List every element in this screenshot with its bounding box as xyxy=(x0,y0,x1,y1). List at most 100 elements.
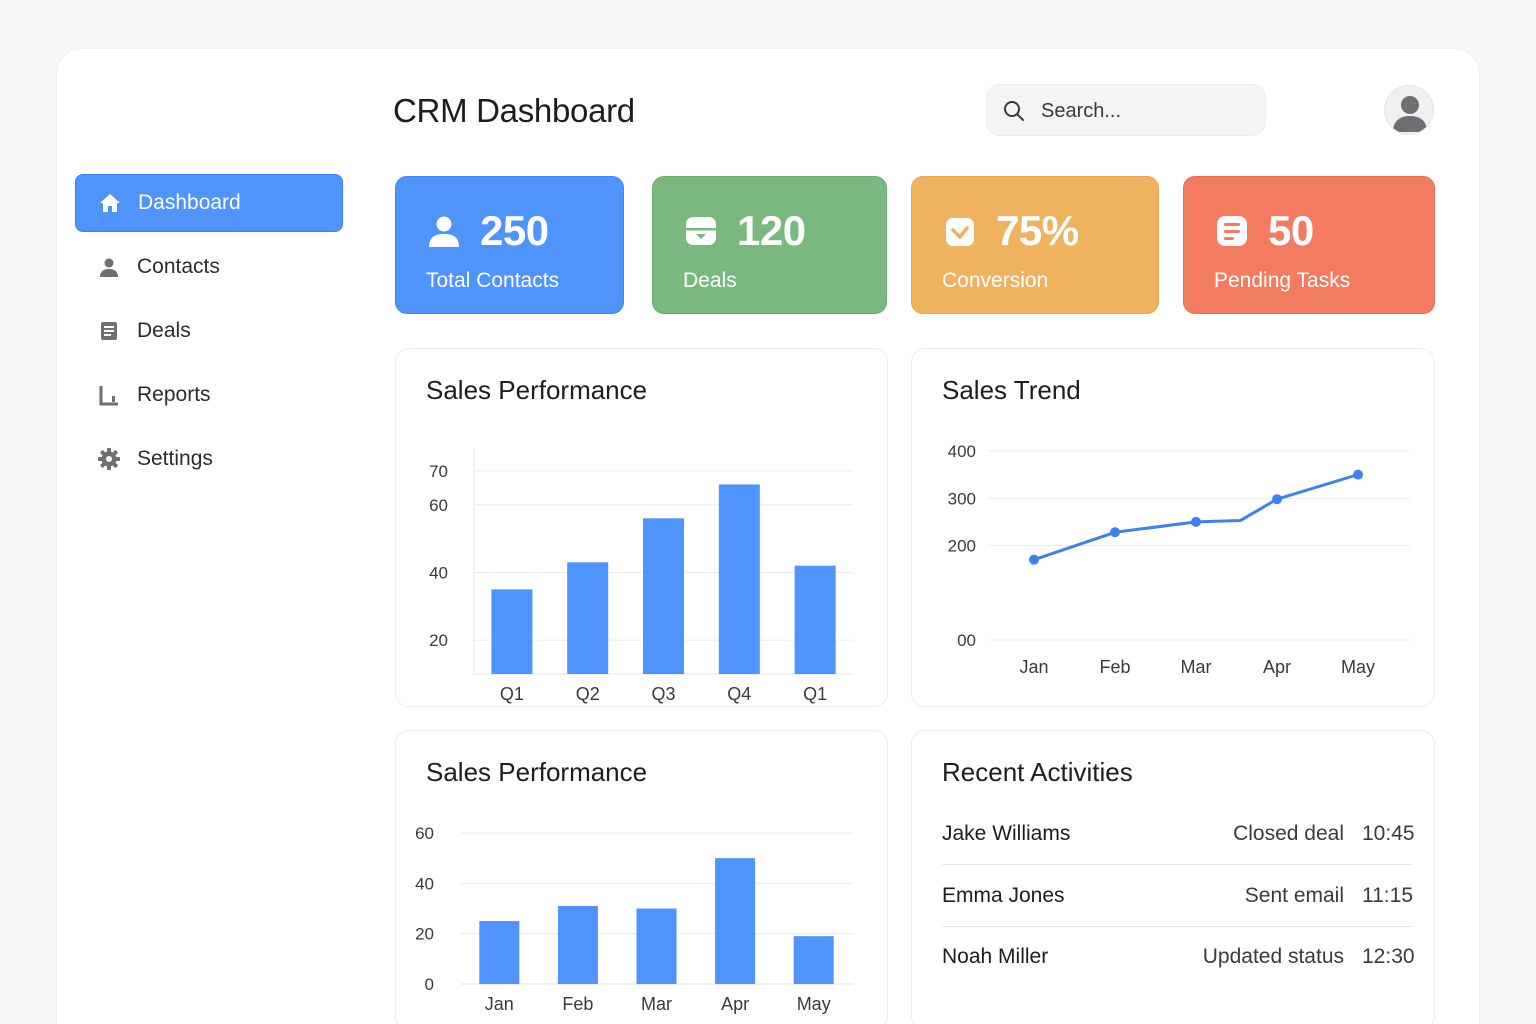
data-point xyxy=(1353,469,1363,480)
x-tick-label: Q4 xyxy=(727,684,751,704)
data-point xyxy=(1191,516,1201,527)
bar xyxy=(793,936,834,984)
panel-title: Sales Trend xyxy=(942,375,1081,405)
activity-time: 12:30 xyxy=(1362,945,1415,968)
y-tick-label: 00 xyxy=(957,631,976,650)
sidebar-item-dashboard[interactable]: Dashboard xyxy=(75,174,343,232)
sidebar-item-label: Contacts xyxy=(137,255,220,278)
stat-label: Deals xyxy=(683,269,737,292)
activity-row[interactable]: Jake Williams Closed deal 10:45 xyxy=(942,803,1415,865)
y-tick-label: 40 xyxy=(429,563,448,582)
stat-card-total-contacts[interactable]: 250 Total Contacts xyxy=(395,176,624,314)
x-tick-label: Feb xyxy=(1099,657,1130,677)
person-icon xyxy=(97,255,121,279)
y-tick-label: 20 xyxy=(415,925,434,944)
stat-value: 50 xyxy=(1268,207,1314,254)
stat-card-deals[interactable]: 120 Deals xyxy=(652,176,887,314)
page-title: CRM Dashboard xyxy=(393,92,635,129)
activity-name: Emma Jones xyxy=(942,884,1065,907)
bar xyxy=(794,565,836,674)
x-tick-label: May xyxy=(797,994,831,1014)
x-tick-label: Mar xyxy=(641,994,672,1014)
x-tick-label: Q3 xyxy=(651,684,675,704)
activity-time: 11:15 xyxy=(1362,884,1413,907)
home-icon xyxy=(98,191,122,215)
activity-row[interactable]: Noah Miller Updated status 12:30 xyxy=(942,926,1415,988)
sales-trend-chart: 00 200 300 400 Jan Feb Mar Apr May xyxy=(948,442,1410,677)
stat-value: 75% xyxy=(996,207,1079,254)
recent-activities-panel: Recent Activities Jake Williams Closed d… xyxy=(911,730,1435,1024)
activity-name: Noah Miller xyxy=(942,945,1049,968)
sidebar-item-deals[interactable]: Deals xyxy=(75,302,343,360)
x-tick-label: Jan xyxy=(485,994,514,1014)
sales-performance-quarterly-chart: 20 40 60 70 Q1 Q2 Q3 Q4 Q1 xyxy=(429,448,853,704)
y-tick-label: 300 xyxy=(948,489,976,508)
y-tick-label: 20 xyxy=(429,631,448,650)
sidebar-item-contacts[interactable]: Contacts xyxy=(75,238,343,296)
sidebar-item-label: Dashboard xyxy=(138,191,241,214)
user-avatar-icon xyxy=(1393,96,1427,132)
divider xyxy=(942,926,1412,927)
series-line xyxy=(1033,473,1359,562)
sales-trend-panel: Sales Trend 00 200 300 400 Jan Feb Mar Apr May xyxy=(911,348,1435,707)
stat-value: 120 xyxy=(737,207,806,254)
y-tick-label: 60 xyxy=(415,824,434,843)
stat-card-conversion[interactable]: 75% Conversion xyxy=(911,176,1159,314)
search-input[interactable] xyxy=(1041,95,1251,127)
stat-card-pending-tasks[interactable]: 50 Pending Tasks xyxy=(1183,176,1435,314)
bar xyxy=(636,908,677,984)
x-tick-label: Apr xyxy=(721,994,749,1014)
y-tick-label: 70 xyxy=(429,462,448,481)
activity-action: Sent email xyxy=(1244,884,1344,907)
search-box[interactable] xyxy=(986,84,1266,136)
y-tick-label: 200 xyxy=(948,537,976,556)
divider xyxy=(942,864,1412,865)
stat-label: Conversion xyxy=(942,269,1049,292)
sidebar-item-label: Settings xyxy=(137,447,213,470)
activity-action: Updated status xyxy=(1202,945,1344,968)
panel-title: Sales Performance xyxy=(426,375,648,405)
panel-title: Sales Performance xyxy=(426,757,648,787)
bar xyxy=(718,484,760,674)
activity-action: Closed deal xyxy=(1233,822,1344,845)
sidebar: Dashboard Contacts Deals Reports xyxy=(75,174,343,494)
sales-performance-quarterly-panel: Sales Performance 20 40 60 70 Q1 Q2 Q3 Q4 Q1 xyxy=(395,348,888,707)
user-avatar[interactable] xyxy=(1384,85,1434,135)
y-tick-label: 60 xyxy=(429,496,448,515)
sidebar-item-reports[interactable]: Reports xyxy=(75,366,343,424)
checkbox-icon xyxy=(946,218,974,246)
x-tick-label: Q1 xyxy=(500,684,524,704)
bar xyxy=(715,858,756,984)
activity-time: 10:45 xyxy=(1362,822,1415,845)
x-tick-label: Feb xyxy=(562,994,593,1014)
data-point xyxy=(1272,494,1282,505)
y-tick-label: 400 xyxy=(948,442,976,461)
bar xyxy=(643,518,684,674)
activity-name: Jake Williams xyxy=(942,822,1071,845)
data-point xyxy=(1110,527,1120,538)
bar xyxy=(491,589,533,674)
bar xyxy=(567,562,609,674)
list-icon xyxy=(1217,216,1247,246)
search-icon xyxy=(1004,101,1024,121)
x-tick-label: May xyxy=(1341,657,1375,677)
x-tick-label: Q1 xyxy=(803,684,827,704)
inbox-icon xyxy=(686,217,716,245)
chart-icon xyxy=(97,383,121,407)
stat-label: Total Contacts xyxy=(426,269,560,292)
sidebar-item-label: Reports xyxy=(137,383,211,406)
document-icon xyxy=(97,319,121,343)
stat-value: 250 xyxy=(480,207,549,254)
activity-row[interactable]: Emma Jones Sent email 11:15 xyxy=(942,865,1413,927)
sidebar-item-label: Deals xyxy=(137,319,191,342)
data-point xyxy=(1029,554,1039,565)
sidebar-item-settings[interactable]: Settings xyxy=(75,430,343,488)
sales-performance-monthly-chart: 0 20 40 60 Jan Feb Mar Apr May xyxy=(415,824,853,1014)
stat-label: Pending Tasks xyxy=(1214,269,1351,292)
panel-title: Recent Activities xyxy=(942,757,1133,787)
person-icon xyxy=(429,216,459,247)
sales-performance-monthly-panel: Sales Performance 0 20 40 60 Jan Feb Mar Apr May xyxy=(395,730,888,1024)
gear-icon xyxy=(97,447,121,471)
x-tick-label: Q2 xyxy=(576,684,600,704)
x-tick-label: Jan xyxy=(1019,657,1048,677)
